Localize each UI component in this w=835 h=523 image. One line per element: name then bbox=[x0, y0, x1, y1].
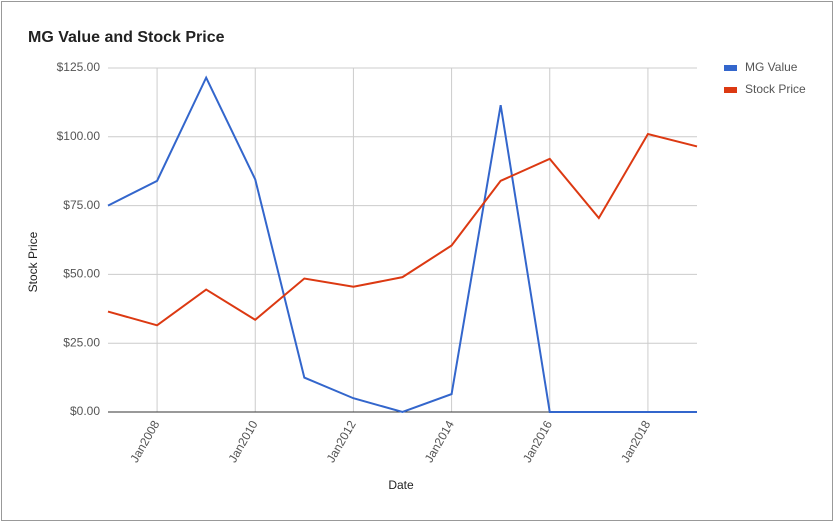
y-axis-label: Stock Price bbox=[26, 231, 40, 292]
legend-swatch bbox=[724, 65, 737, 71]
y-tick-label: $125.00 bbox=[57, 60, 101, 74]
legend-label: Stock Price bbox=[745, 82, 806, 96]
series-line bbox=[107, 75, 697, 414]
legend-label: MG Value bbox=[745, 60, 798, 74]
y-tick-label: $100.00 bbox=[57, 129, 101, 143]
y-tick-label: $25.00 bbox=[63, 335, 100, 349]
y-tick-label: $75.00 bbox=[63, 198, 100, 212]
chart-title: MG Value and Stock Price bbox=[28, 29, 225, 46]
y-tick-label: $50.00 bbox=[63, 267, 100, 281]
legend-swatch bbox=[724, 87, 737, 93]
series-line bbox=[107, 132, 698, 327]
x-axis-label: Date bbox=[388, 478, 414, 492]
y-tick-label: $0.00 bbox=[70, 404, 100, 418]
